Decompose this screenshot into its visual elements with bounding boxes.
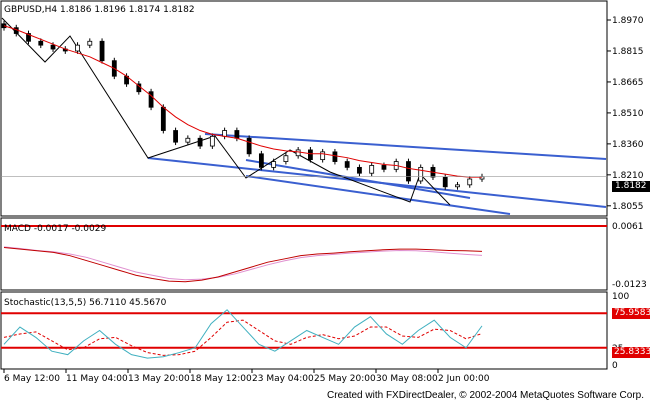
price-tick-label: 1.8970 — [612, 16, 644, 26]
candle-body — [197, 137, 203, 147]
time-tick-label: 13 May 20:00 — [128, 374, 190, 384]
candle-body — [234, 130, 240, 139]
stoch-level-high-badge: 75.9583 — [612, 308, 650, 319]
price-tick-label: 1.8510 — [612, 109, 644, 119]
candle-body — [38, 40, 44, 46]
stoch-tick-label: 100 — [612, 292, 629, 302]
candle-body — [99, 40, 105, 62]
channel-line-lower — [245, 175, 511, 215]
price-tick-label: 1.8665 — [612, 78, 644, 88]
macd-main-line — [3, 247, 483, 283]
axes: 1.8970 1.8815 1.8665 1.8510 1.8360 1.8210 1.80… — [3, 16, 647, 384]
macd-plot[interactable] — [1, 225, 607, 283]
candle-body — [26, 33, 31, 42]
candle-body — [418, 166, 424, 182]
macd-panel-frame — [0, 217, 608, 291]
candle-body — [442, 176, 448, 188]
candle-body — [87, 40, 93, 46]
time-tick-label: 11 May 04:00 — [66, 374, 128, 384]
candle-body — [50, 44, 56, 50]
candle-body — [283, 155, 289, 162]
candle-body — [160, 106, 166, 131]
time-tick-label: 25 May 20:00 — [314, 374, 376, 384]
candle-body — [173, 130, 178, 143]
price-tick-label: 1.8360 — [612, 140, 644, 150]
candle-body — [455, 184, 460, 188]
footer-copyright: Created with FXDirectDealer, © 2002-2004… — [327, 390, 644, 401]
candle-body — [320, 151, 326, 161]
candle-body — [75, 44, 80, 52]
time-tick-label: 23 May 04:00 — [252, 374, 314, 384]
candle-body — [467, 178, 473, 186]
macd-tick-label: -0.0123 — [612, 280, 647, 290]
price-header: GBPUSD,H4 1.8186 1.8196 1.8174 1.8182 — [4, 5, 195, 15]
current-price-badge: 1.8182 — [612, 181, 650, 192]
price-tick-label: 1.8210 — [612, 171, 644, 181]
time-tick-label: 2 Jun 00:00 — [438, 374, 490, 384]
candle-body — [271, 161, 277, 168]
candle-body — [344, 161, 350, 168]
candle-body — [246, 137, 252, 155]
price-panel-frame — [0, 0, 608, 217]
candle-body — [381, 165, 387, 170]
stoch-panel-frame — [0, 291, 608, 370]
candle-body — [295, 149, 301, 157]
candle-body — [222, 130, 228, 137]
price-plot[interactable] — [1, 17, 607, 215]
candle-body — [258, 153, 264, 168]
price-tick-label: 1.8055 — [612, 202, 644, 212]
zigzag-line — [1, 17, 451, 206]
candle-body — [332, 151, 338, 162]
moving-average-line — [3, 25, 482, 178]
candle-body — [185, 137, 191, 143]
candle-body — [209, 135, 215, 147]
stoch-level-low-badge: 25.8333 — [612, 347, 650, 358]
channel-line-mid — [245, 159, 471, 199]
candle-body — [308, 149, 313, 161]
candle-body — [148, 91, 154, 108]
macd-tick-label: 0.0061 — [612, 222, 644, 232]
price-tick-label: 1.8815 — [612, 47, 644, 57]
candle-body — [369, 165, 375, 174]
time-tick-label: 18 May 12:00 — [190, 374, 252, 384]
stoch-main-line — [3, 309, 483, 359]
macd-header: MACD -0.0017 -0.0029 — [4, 224, 106, 234]
candle-body — [1, 23, 7, 29]
stochastic-plot[interactable] — [1, 309, 607, 359]
stoch-header: Stochastic(13,5,5) 56.7110 45.5670 — [4, 298, 167, 308]
candle-body — [406, 161, 411, 182]
macd-signal-line — [3, 246, 483, 281]
time-tick-label: 30 May 08:00 — [376, 374, 438, 384]
channel-line-upper — [204, 133, 607, 160]
time-tick-label: 6 May 12:00 — [4, 374, 60, 384]
stoch-signal-line — [3, 319, 483, 356]
stoch-tick-label: 0 — [612, 361, 618, 371]
candle-body — [357, 166, 362, 174]
